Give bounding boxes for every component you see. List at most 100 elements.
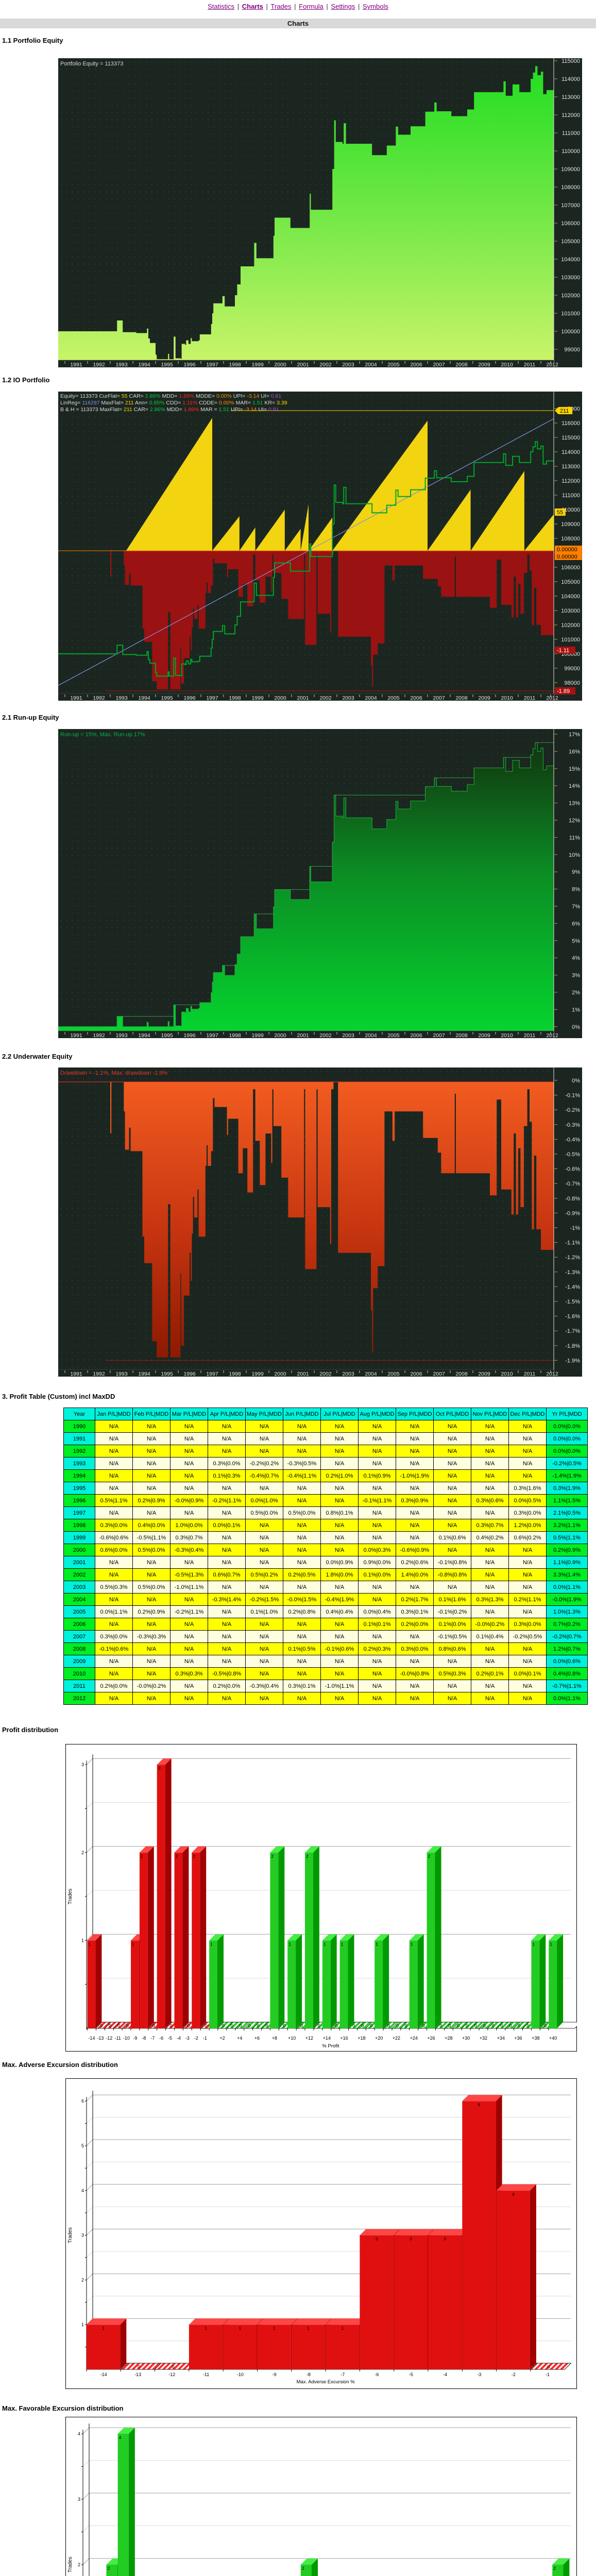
svg-text:-6: -6 <box>375 2372 379 2377</box>
nav-link-statistics[interactable]: Statistics <box>208 3 235 10</box>
svg-text:4: 4 <box>81 2188 84 2193</box>
y-axis-label: -1.5% <box>565 1299 580 1305</box>
svg-text:-9: -9 <box>133 2036 137 2041</box>
profit-table-month-cell: N/A <box>132 1642 171 1655</box>
profit-table-month-cell: N/A <box>433 1680 471 1692</box>
y-axis-label: 102000 <box>561 622 580 629</box>
profit-table-year-total-cell: 1.0%|1.3% <box>546 1605 588 1618</box>
y-axis-label: 110000 <box>561 148 580 155</box>
svg-text:+6: +6 <box>254 2036 260 2041</box>
nav-link-trades[interactable]: Trades <box>270 3 292 10</box>
profit-table-month-cell: N/A <box>170 1506 208 1519</box>
y-axis-label: 103000 <box>561 608 580 614</box>
svg-text:+28: +28 <box>445 2036 452 2041</box>
x-axis-label: 2012 <box>546 362 558 367</box>
y-axis-label: 114000 <box>561 449 580 455</box>
x-axis-label: 2006 <box>410 1371 422 1377</box>
x-axis-label: 1997 <box>206 1032 218 1038</box>
svg-text:4: 4 <box>78 2431 80 2436</box>
profit-table-month-cell: 0.1%|0.5% <box>283 1642 321 1655</box>
y-axis-label: 2% <box>572 990 580 996</box>
io-portfolio-chart: Equity= 113373 CurFlat= 55 CAR= 2.86% MD… <box>58 392 582 701</box>
profit-table-month-cell: N/A <box>132 1457 171 1470</box>
section-title-io-portfolio: 1.2 IO Portfolio <box>2 376 50 384</box>
profit-table-month-cell: N/A <box>396 1692 434 1705</box>
profit-table-header-cell: Dec P/L|MDD <box>508 1408 547 1420</box>
x-axis-label: 1993 <box>115 1032 128 1038</box>
profit-table-month-cell: N/A <box>396 1581 434 1594</box>
profit-table-month-cell: 0.3%|0.7% <box>170 1531 208 1544</box>
profit-table-month-cell: 0.3%|1.6% <box>508 1482 547 1495</box>
svg-text:+36: +36 <box>514 2036 522 2041</box>
svg-text:0: 0 <box>138 2364 140 2369</box>
x-axis-label: 2010 <box>501 1032 513 1038</box>
profit-table-month-cell: N/A <box>320 1581 359 1594</box>
x-axis-label: 2009 <box>478 1371 490 1377</box>
profit-table-month-cell: N/A <box>95 1568 133 1581</box>
section-title-portfolio-equity: 1.1 Portfolio Equity <box>2 37 63 44</box>
svg-text:0: 0 <box>509 2023 512 2028</box>
profit-table-month-cell: 0.2%|0.0% <box>208 1680 246 1692</box>
profit-table-year-cell: 2003 <box>63 1581 95 1594</box>
y-axis-label: 16% <box>569 749 580 755</box>
svg-text:-10: -10 <box>123 2036 130 2041</box>
x-axis-label: 1999 <box>251 1371 264 1377</box>
x-axis-label: 1999 <box>251 695 264 701</box>
x-axis-label: 1998 <box>229 695 241 701</box>
section-title-runup-equity: 2.1 Run-up Equity <box>2 714 59 721</box>
x-axis-strip: 1991 1992 1993 1994 1995 1996 1997 1998 1999 2000… <box>58 1369 558 1377</box>
profit-table-month-cell: N/A <box>508 1642 547 1655</box>
axis-value-tag <box>555 407 573 414</box>
profit-table-month-cell: 0.2%|0.1% <box>471 1667 509 1680</box>
nav-link-settings[interactable]: Settings <box>331 3 355 10</box>
svg-text:1: 1 <box>89 1941 91 1946</box>
svg-text:1: 1 <box>210 1941 213 1946</box>
profit-table-month-cell: 0.5%|1.1% <box>95 1494 133 1507</box>
nav-link-formula[interactable]: Formula <box>299 3 323 10</box>
profit-table-month-cell: 0.5%|0.3% <box>433 1667 471 1680</box>
profit-table-year-cell: 2007 <box>63 1630 95 1643</box>
profit-table-month-cell: N/A <box>396 1457 434 1470</box>
runup-equity-chart: Run-up = 15%, Max. Run-up 17% 17% 16% 15% 14… <box>58 729 582 1039</box>
profit-table-month-cell: N/A <box>208 1630 246 1643</box>
profit-table-year-cell: 1998 <box>63 1519 95 1532</box>
profit-table-month-cell: N/A <box>320 1531 359 1544</box>
nav-link-charts[interactable]: Charts <box>242 3 263 10</box>
y-axis-label: 115000 <box>561 58 580 64</box>
profit-table-month-cell: N/A <box>396 1445 434 1458</box>
svg-text:0: 0 <box>205 2023 207 2028</box>
profit-table-header-cell: Feb P/L|MDD <box>132 1408 171 1420</box>
profit-table-month-cell: 0.5%|0.0% <box>132 1544 171 1556</box>
profit-table-year-cell: 1990 <box>63 1420 95 1433</box>
svg-text:0: 0 <box>387 2023 390 2028</box>
profit-table-year-cell: 2005 <box>63 1605 95 1618</box>
y-axis-label: 106000 <box>561 221 580 227</box>
profit-table-row: 2007 0.3%|0.0% -0.3%|0.3% N/A N/A N/A N/A N/A N/… <box>63 1630 588 1643</box>
profit-table-header-cell: Jan P/L|MDD <box>95 1408 133 1420</box>
profit-table-row: 1994 N/A N/A N/A 0.1%|0.3% -0.4%|0.7% -0.4%|1.… <box>63 1469 588 1482</box>
profit-distribution-chart: 1 2 3 -14 -13 0 -12 0 -11 0 -10 0 -9 -8 -7 0 -6 -5 0 -4 -3 0-… <box>65 1744 582 2054</box>
x-axis-label: 2008 <box>455 1032 468 1038</box>
profit-table-month-cell: -0.0%|0.2% <box>471 1618 509 1631</box>
y-axis-label: 110000 <box>561 507 580 513</box>
profit-table-month-cell: N/A <box>471 1692 509 1705</box>
profit-table-month-cell: N/A <box>433 1692 471 1705</box>
profit-table-month-cell: 0.1%|0.0% <box>358 1568 396 1581</box>
x-axis-label: 1995 <box>161 362 173 367</box>
x-axis-label: 1994 <box>138 1371 150 1377</box>
x-axis-label: 1992 <box>93 362 105 367</box>
y-axis-label: 99000 <box>564 666 580 672</box>
x-axis-label: 1998 <box>229 362 241 367</box>
profit-table-row: 1993 N/A N/A N/A 0.3%|0.0% -0.2%|0.2% -0.3%|0.… <box>63 1457 588 1470</box>
nav-link-symbols[interactable]: Symbols <box>363 3 388 10</box>
profit-table-row: 2012 N/A N/A N/A N/A N/A N/A N/A N/A N/A N/A N/A N/A… <box>63 1692 588 1705</box>
profit-table-month-cell: -0.3%|0.5% <box>283 1457 321 1470</box>
svg-text:Equity= 113373 CurFlat= 55 C: Equity= 113373 CurFlat= 55 CAR= 2.86% MD… <box>60 393 281 399</box>
profit-table-year-total-cell: 0.0%|0.6% <box>546 1655 588 1668</box>
profit-table-month-cell: -0.6%|0.6% <box>95 1531 133 1544</box>
svg-text:3: 3 <box>78 2497 80 2502</box>
profit-table-month-cell: N/A <box>508 1420 547 1433</box>
svg-text:-3: -3 <box>185 2036 190 2041</box>
y-axis-label: -1.3% <box>565 1269 580 1276</box>
portfolio-equity-chart: Portfolio Equity = 113373 115000 114000 113… <box>58 58 582 368</box>
